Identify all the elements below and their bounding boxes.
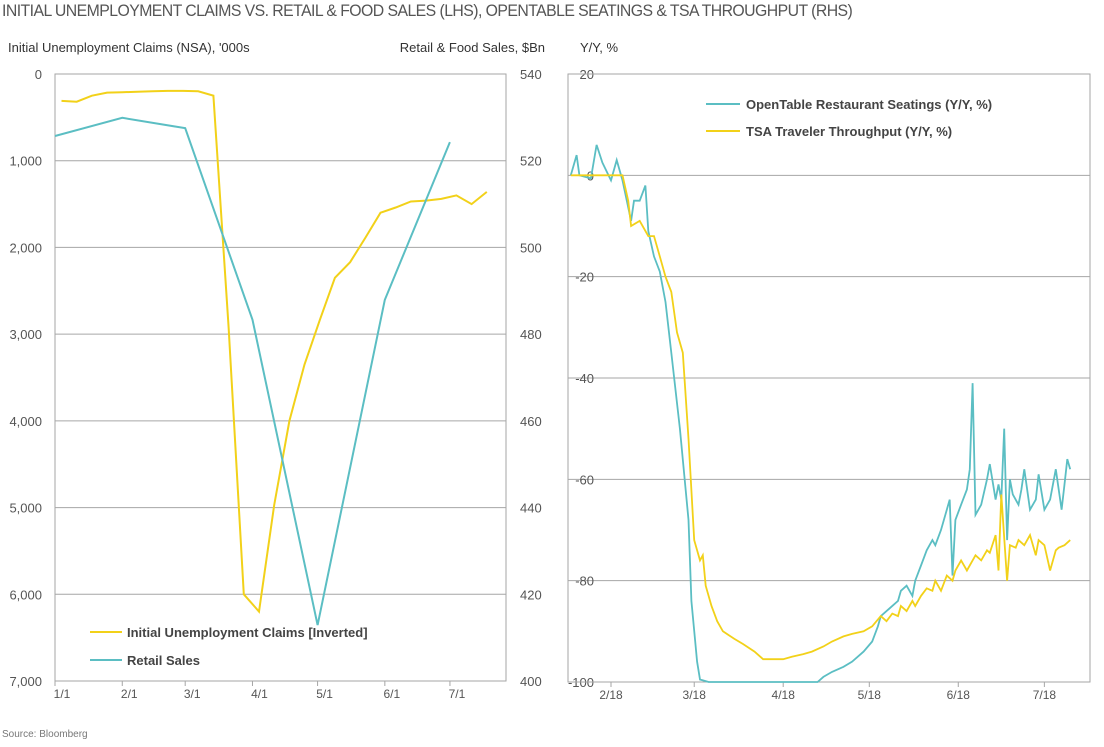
y2-tick-label: 520: [520, 154, 542, 169]
x-tick-label: 3/18: [683, 688, 707, 702]
legend-label: OpenTable Restaurant Seatings (Y/Y, %): [746, 97, 992, 112]
x-tick-label: 6/1: [383, 687, 400, 701]
y-tick-label: -80: [575, 574, 594, 589]
series-line-unemployment-claims: [61, 89, 488, 614]
y2-axis-label: Retail & Food Sales, $Bn: [400, 40, 545, 55]
x-tick-label: 6/18: [947, 688, 971, 702]
legend-label: Initial Unemployment Claims [Inverted]: [127, 625, 368, 640]
legend-label: Retail Sales: [127, 653, 200, 668]
y2-tick-label: 400: [520, 674, 542, 689]
y2-tick-label: 480: [520, 327, 542, 342]
plot-border: [567, 73, 1091, 683]
y-tick-label: -60: [575, 472, 594, 487]
x-tick-label: 3/1: [184, 687, 201, 701]
y-tick-label: 1,000: [9, 154, 42, 169]
y2-tick-label: 460: [520, 414, 542, 429]
y-axis-label: Initial Unemployment Claims (NSA), '000s: [8, 40, 250, 55]
y-tick-label: 3,000: [9, 327, 42, 342]
y2-tick-label: 500: [520, 240, 542, 255]
y2-tick-label: 540: [520, 67, 542, 82]
x-tick-label: 5/1: [316, 687, 333, 701]
x-tick-label: 1/1: [54, 687, 71, 701]
x-tick-label: 4/18: [772, 688, 796, 702]
series-line-opentable-seatings: [569, 144, 1072, 683]
x-tick-label: 5/18: [858, 688, 882, 702]
legend-label: TSA Traveler Throughput (Y/Y, %): [746, 124, 952, 139]
y-tick-label: 7,000: [9, 674, 42, 689]
x-tick-label: 2/18: [599, 688, 623, 702]
series-line-tsa-throughput: [570, 174, 1071, 661]
y-tick-label: 5,000: [9, 501, 42, 516]
y-tick-label: -40: [575, 371, 594, 386]
x-tick-label: 4/1: [251, 687, 268, 701]
y-tick-label: 0: [35, 67, 42, 82]
y-axis-label: Y/Y, %: [580, 40, 619, 55]
y-tick-label: 4,000: [9, 414, 42, 429]
y-tick-label: 2,000: [9, 240, 42, 255]
x-tick-label: 7/1: [449, 687, 466, 701]
y-tick-label: 6,000: [9, 587, 42, 602]
source-note: Source: Bloomberg: [2, 729, 88, 740]
series-line-retail-sales: [54, 116, 451, 626]
y2-tick-label: 420: [520, 587, 542, 602]
y2-tick-label: 440: [520, 501, 542, 516]
y-tick-label: -20: [575, 270, 594, 285]
x-tick-label: 2/1: [121, 687, 138, 701]
plot-border: [54, 73, 507, 682]
chart-title: INITIAL UNEMPLOYMENT CLAIMS VS. RETAIL &…: [2, 1, 853, 20]
x-tick-label: 7/18: [1033, 688, 1057, 702]
